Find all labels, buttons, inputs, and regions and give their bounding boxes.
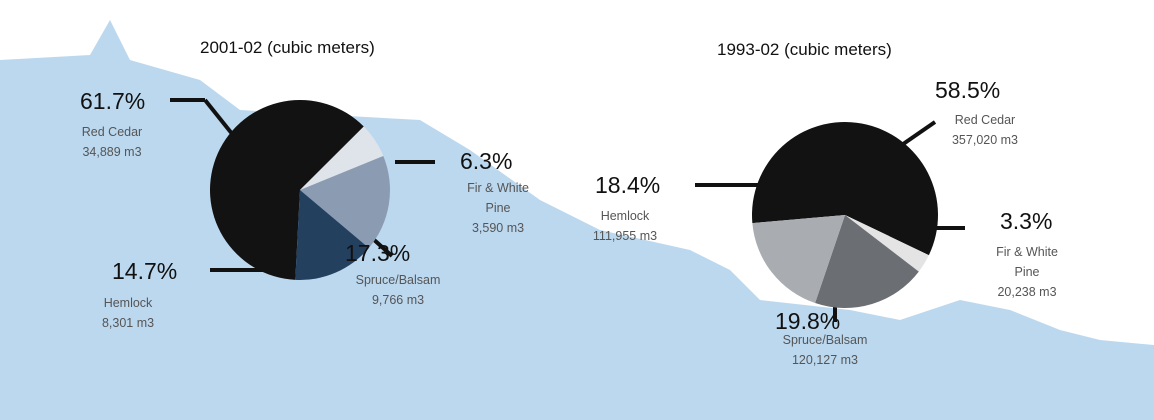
volume-label: 20,238 m3 (997, 285, 1057, 299)
volume-label: 34,889 m3 (82, 145, 142, 159)
category-label: Hemlock (103, 296, 153, 310)
pie-slice (300, 126, 384, 190)
slice-info: Spruce/Balsam 120,127 m3 (765, 330, 885, 370)
category-label: Hemlock (600, 209, 650, 223)
slice-info: Fir & White Pine 3,590 m3 (458, 178, 538, 238)
volume-label: 120,127 m3 (791, 353, 859, 367)
value-label: 61.7% (80, 88, 146, 114)
category-label: Spruce/Balsam (355, 273, 441, 287)
category-label: Red Cedar (954, 113, 1016, 127)
value-label: 58.5% (935, 77, 1001, 103)
volume-label: 3,590 m3 (471, 221, 525, 235)
slice-info: Red Cedar 34,889 m3 (57, 122, 167, 162)
volume-label: 111,955 m3 (592, 229, 658, 243)
slice-info: Fir & White Pine 20,238 m3 (987, 242, 1067, 302)
value-label: 18.4% (595, 172, 661, 198)
chart-title: 2001-02 (cubic meters) (200, 38, 375, 57)
pie-slice (752, 215, 845, 304)
category-label: Fir & White Pine (467, 181, 529, 215)
slice-info: Red Cedar 357,020 m3 (930, 110, 1040, 150)
value-label: 3.3% (1000, 208, 1053, 234)
pie-slice (845, 215, 929, 272)
pie-slice (300, 155, 390, 248)
category-label: Spruce/Balsam (782, 333, 868, 347)
volume-label: 357,020 m3 (951, 133, 1019, 147)
slice-info: Spruce/Balsam 9,766 m3 (338, 270, 458, 310)
value-label: 6.3% (460, 148, 513, 174)
value-label: 17.3% (345, 240, 411, 266)
slice-info: Hemlock 8,301 m3 (73, 293, 183, 333)
value-label: 19.8% (775, 308, 841, 334)
value-label: 14.7% (112, 258, 178, 284)
category-label: Fir & White Pine (996, 245, 1058, 279)
pie-slice (815, 215, 919, 308)
leader-line (370, 236, 394, 258)
pie-slice (752, 122, 938, 256)
category-label: Red Cedar (81, 125, 143, 139)
volume-label: 8,301 m3 (101, 316, 155, 330)
volume-label: 9,766 m3 (371, 293, 425, 307)
slice-info: Hemlock 111,955 m3 (570, 206, 680, 246)
pie-slice (210, 99, 364, 280)
pie-slice (295, 190, 369, 280)
chart-title: 1993-02 (cubic meters) (717, 40, 892, 59)
